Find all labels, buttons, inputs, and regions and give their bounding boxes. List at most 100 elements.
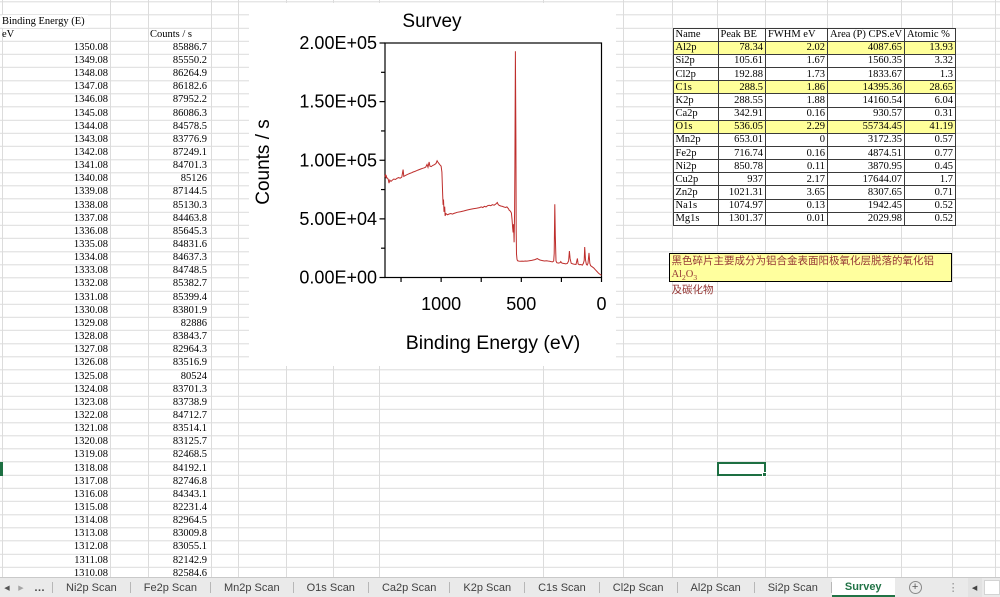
binding-energy-unit[interactable]: eV [2,28,15,40]
counts-cell[interactable]: 82142.9 [172,554,207,566]
binding-energy-cell[interactable]: 1334.08 [73,252,108,264]
peak-be-cell[interactable]: 1021.31 [717,185,766,200]
peak-be-cell[interactable]: 937 [717,172,766,187]
peak-be-cell[interactable]: 536.05 [717,119,766,134]
counts-cell[interactable]: 82964.5 [172,515,207,527]
fwhm-cell[interactable]: 0.11 [765,159,828,174]
peak-be-cell[interactable]: 288.5 [717,80,766,95]
name-cell[interactable]: Fe2p [672,145,719,161]
counts-cell[interactable]: 83776.9 [172,133,207,145]
fwhm-cell[interactable]: 0.01 [765,211,828,226]
fwhm-cell[interactable]: 0.16 [765,106,828,121]
atomic-cell[interactable]: 41.19 [904,119,957,134]
binding-energy-cell[interactable]: 1317.08 [73,475,108,487]
horizontal-scrollbar[interactable] [983,580,1000,595]
sheet-tab-si2p-scan[interactable]: Si2p Scan [767,581,818,594]
atomic-cell[interactable]: 1.3 [904,67,957,82]
binding-energy-cell[interactable]: 1336.08 [73,225,108,237]
counts-header[interactable]: Counts / s [150,28,193,40]
binding-energy-cell[interactable]: 1313.08 [73,528,108,540]
binding-energy-cell[interactable]: 1331.08 [73,291,108,303]
counts-cell[interactable]: 84748.5 [172,265,207,277]
table-header-cell[interactable]: Peak BE [717,27,766,42]
name-cell[interactable]: K2p [672,93,719,108]
name-cell[interactable]: Cu2p [672,172,719,187]
atomic-cell[interactable]: 3.32 [904,53,957,69]
counts-cell[interactable]: 84701.3 [172,160,207,172]
atomic-cell[interactable]: 0.77 [904,145,957,161]
binding-energy-cell[interactable]: 1337.08 [73,212,108,224]
area-cell[interactable]: 3172.35 [826,132,906,148]
counts-cell[interactable]: 82231.4 [172,502,207,513]
binding-energy-cell[interactable]: 1327.08 [73,344,108,356]
survey-chart[interactable]: 1000 500 0 0.00E+00 5.00E+04 1.00E+05 1.50E+05… [249,3,616,366]
peak-be-cell[interactable]: 78.34 [717,40,766,55]
table-header-cell[interactable]: Atomic % [904,27,957,42]
add-sheet-button[interactable]: + [908,578,922,597]
counts-cell[interactable]: 87144.5 [172,186,207,198]
binding-energy-cell[interactable]: 1335.08 [73,239,108,250]
atomic-cell[interactable]: 0.71 [904,185,957,200]
binding-energy-cell[interactable]: 1316.08 [73,488,108,500]
counts-cell[interactable]: 83701.3 [172,383,207,395]
counts-cell[interactable]: 83843.7 [172,331,207,343]
binding-energy-cell[interactable]: 1323.08 [73,396,108,408]
counts-cell[interactable]: 84463.8 [172,212,207,224]
counts-cell[interactable]: 83801.9 [172,304,207,316]
counts-cell[interactable]: 83516.9 [172,357,207,369]
binding-energy-cell[interactable]: 1314.08 [73,515,108,527]
name-cell[interactable]: Cl2p [672,67,719,82]
atomic-cell[interactable]: 0.31 [904,106,957,121]
name-cell[interactable]: Na1s [672,198,719,213]
sheet-nav-left-arrow[interactable]: ◀ [4,584,10,592]
binding-energy-cell[interactable]: 1326.08 [73,357,108,369]
area-cell[interactable]: 17644.07 [826,172,906,187]
counts-cell[interactable]: 85886.7 [172,41,207,53]
counts-cell[interactable]: 84192.1 [172,462,207,474]
binding-energy-cell[interactable]: 1329.08 [73,317,108,329]
area-cell[interactable]: 55734.45 [826,119,906,134]
area-cell[interactable]: 14395.36 [826,80,906,95]
name-cell[interactable]: Mn2p [672,132,719,148]
binding-energy-cell[interactable]: 1342.08 [73,146,108,158]
peak-be-cell[interactable]: 192.88 [717,67,766,82]
counts-cell[interactable]: 84578.5 [172,120,207,132]
binding-energy-cell[interactable]: 1347.08 [73,81,108,93]
binding-energy-cell[interactable]: 1346.08 [73,94,108,106]
counts-cell[interactable]: 83009.8 [172,528,207,540]
sheet-overflow-ellipsis[interactable]: … [34,581,46,594]
counts-cell[interactable]: 85382.7 [172,278,207,290]
counts-cell[interactable]: 85399.4 [172,291,207,303]
peak-be-cell[interactable]: 850.78 [717,159,766,174]
binding-energy-cell[interactable]: 1324.08 [73,383,108,395]
counts-cell[interactable]: 86086.3 [172,107,207,119]
sheet-tab-ni2p-scan[interactable]: Ni2p Scan [66,581,117,594]
atomic-cell[interactable]: 28.65 [904,80,957,95]
sheet-tab-mn2p-scan[interactable]: Mn2p Scan [223,581,280,594]
area-cell[interactable]: 3870.95 [826,159,906,174]
fwhm-cell[interactable]: 0.13 [765,198,828,213]
binding-energy-cell[interactable]: 1311.08 [74,554,108,566]
peak-be-cell[interactable]: 288.55 [717,93,766,108]
counts-cell[interactable]: 85645.3 [172,225,207,237]
area-cell[interactable]: 2029.98 [826,211,906,226]
binding-energy-cell[interactable]: 1315.08 [73,502,108,513]
sheet-nav-right-arrow[interactable]: ▶ [18,584,24,592]
name-cell[interactable]: Al2p [672,40,719,55]
binding-energy-cell[interactable]: 1348.08 [73,68,108,80]
name-cell[interactable]: O1s [672,119,719,134]
binding-energy-cell[interactable]: 1333.08 [73,265,108,277]
binding-energy-cell[interactable]: 1340.08 [73,173,108,185]
area-cell[interactable]: 930.57 [826,106,906,121]
name-cell[interactable]: Zn2p [672,185,719,200]
atomic-cell[interactable]: 0.45 [904,159,957,174]
area-cell[interactable]: 4874.51 [826,145,906,161]
binding-energy-cell[interactable]: 1330.08 [73,304,108,316]
table-header-cell[interactable]: FWHM eV [765,27,828,42]
counts-cell[interactable]: 83738.9 [172,396,207,408]
binding-energy-cell[interactable]: 1328.08 [73,331,108,343]
binding-energy-cell[interactable]: 1310.08 [73,567,108,577]
peak-be-cell[interactable]: 653.01 [717,132,766,148]
name-cell[interactable]: Ca2p [672,106,719,121]
sheet-tab-ca2p-scan[interactable]: Ca2p Scan [381,581,437,594]
